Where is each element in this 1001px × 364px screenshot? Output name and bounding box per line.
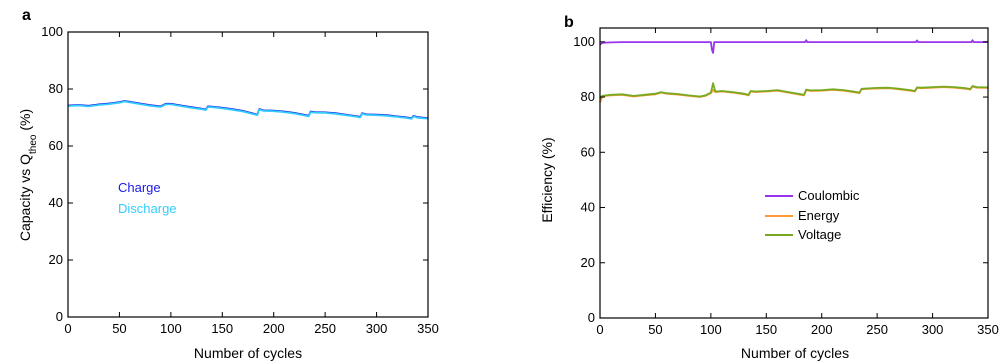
series-line-discharge (67, 100, 429, 120)
panel-a-letter: a (22, 7, 31, 24)
panel-a-y-tick-label: 100 (41, 24, 63, 39)
panel-b-y-tick-label: 60 (581, 144, 595, 159)
panel-a-x-tick-label: 350 (417, 321, 439, 336)
panel-b-y-tick-label: 0 (588, 310, 595, 325)
panel-a-x-tick-label: 0 (64, 321, 71, 336)
panel-a-series-layer (67, 100, 429, 120)
panel-b-letter: b (564, 14, 574, 31)
panel-b-plot-frame (599, 27, 989, 319)
panel-a-plot-frame (67, 31, 429, 318)
panel-b-x-tick-label: 200 (811, 322, 833, 337)
panel-a-x-axis-title: Number of cycles (194, 345, 302, 361)
panel-b-legend: Coulombic Energy Voltage (765, 188, 860, 242)
panel-b-y-axis-title: Efficiency (%) (539, 137, 555, 222)
panel-a-x-tick-label: 250 (314, 321, 336, 336)
panel-a-x-tick-label: 150 (211, 321, 233, 336)
panel-a-y-tick-label: 0 (56, 309, 63, 324)
panel-b-x-tick-label: 0 (596, 322, 603, 337)
series-line-energy (599, 85, 989, 103)
panel-b-y-tick-label: 40 (581, 200, 595, 215)
panel-b-efficiency-chart: b 0 50 100 150 200 250 300 350 0 20 40 60 80 100 Num… (539, 14, 999, 361)
panel-a-y-tick-label: 80 (49, 81, 63, 96)
panel-b-x-tick-label: 50 (648, 322, 662, 337)
panel-b-x-axis-title: Number of cycles (741, 345, 849, 361)
panel-a-y-tick-label: 60 (49, 138, 63, 153)
panel-a-x-tick-label: 50 (112, 321, 126, 336)
panel-b-y-ticks: 0 20 40 60 80 100 (573, 34, 988, 325)
panel-b-legend-voltage: Voltage (798, 227, 841, 242)
panel-b-x-tick-label: 150 (755, 322, 777, 337)
panel-a-x-tick-label: 300 (366, 321, 388, 336)
series-line-coulombic (599, 39, 988, 54)
panel-a-x-tick-label: 200 (263, 321, 285, 336)
panel-b-x-tick-label: 100 (700, 322, 722, 337)
panel-a-y-axis-title: Capacity vs Qtheo (%) (17, 109, 39, 241)
panel-a-y-ticks: 0 20 40 60 80 100 (41, 24, 428, 324)
panel-b-legend-coulombic: Coulombic (798, 188, 860, 203)
series-line-voltage (599, 82, 989, 99)
panel-a-legend-charge: Charge (118, 180, 161, 195)
panel-b-y-tick-label: 100 (573, 34, 595, 49)
panel-b-x-tick-label: 350 (977, 322, 999, 337)
panel-a-x-ticks: 0 50 100 150 200 250 300 350 (64, 32, 439, 336)
panel-b-series-layer (599, 39, 989, 103)
panel-b-x-ticks: 0 50 100 150 200 250 300 350 (596, 28, 999, 337)
panel-a-capacity-chart: a 0 50 100 150 200 250 300 350 0 20 40 60 80 100 Num… (17, 7, 439, 361)
panel-b-legend-energy: Energy (798, 208, 840, 223)
panel-a-y-tick-label: 40 (49, 195, 63, 210)
panel-a-y-tick-label: 20 (49, 252, 63, 267)
panel-a-legend-discharge: Discharge (118, 201, 177, 216)
panel-a-x-tick-label: 100 (160, 321, 182, 336)
panel-b-x-tick-label: 300 (922, 322, 944, 337)
panel-b-y-tick-label: 20 (581, 255, 595, 270)
panel-b-y-tick-label: 80 (581, 89, 595, 104)
panel-b-x-tick-label: 250 (866, 322, 888, 337)
